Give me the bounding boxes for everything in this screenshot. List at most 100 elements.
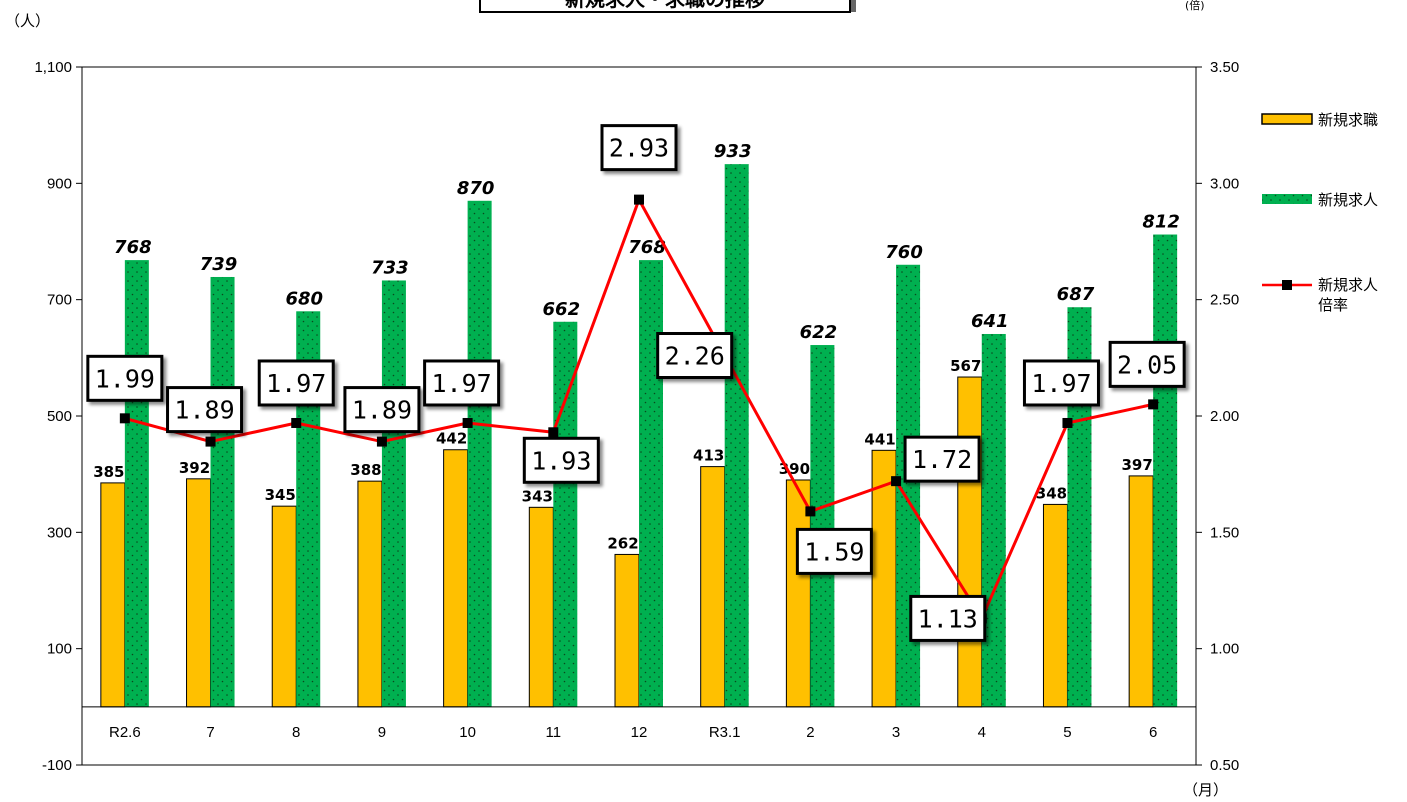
bar-label-openings: 768: [628, 237, 666, 258]
legend-label-seekers: 新規求職: [1318, 111, 1378, 129]
bar-seekers: [443, 449, 469, 708]
x-tick-label: 5: [1063, 724, 1071, 741]
bar-label-openings: 760: [885, 242, 923, 263]
bar-label-seekers: 262: [607, 534, 638, 552]
y-left-tick-label: 1,100: [34, 59, 72, 76]
y-left-unit: （人）: [5, 12, 50, 30]
ratio-label-box: 1.93: [522, 436, 600, 484]
ratio-label-frame: [86, 354, 164, 402]
ratio-marker: [1062, 417, 1073, 428]
bar-seekers: [614, 553, 640, 708]
ratio-label-box: 1.59: [795, 527, 873, 575]
bar-label-seekers: 442: [436, 430, 467, 448]
bar-label-openings: 733: [371, 257, 409, 278]
ratio-label-frame: [257, 359, 335, 407]
bar-openings: [1153, 234, 1178, 707]
ratio-label-text: 1.72: [912, 445, 972, 474]
x-tick-label: 3: [892, 724, 900, 741]
ratio-marker: [205, 436, 216, 447]
bar-label-seekers: 441: [864, 430, 895, 448]
ratio-label-frame: [903, 435, 981, 483]
bar-openings: [981, 333, 1006, 707]
bar-openings: [124, 260, 149, 707]
bar-seekers: [1128, 475, 1154, 708]
bar-label-openings: 812: [1142, 212, 1180, 233]
ratio-label-text: 2.93: [609, 134, 669, 163]
bar-label-openings: 622: [800, 322, 838, 343]
legend-marker-ratio: [1282, 280, 1292, 290]
ratio-label-box: 2.05: [1108, 340, 1186, 388]
bar-seekers: [700, 466, 726, 708]
ratio-label-text: 1.89: [174, 396, 234, 425]
y-right-tick-label: 3.00: [1210, 175, 1239, 192]
ratio-label-frame: [166, 386, 244, 434]
x-tick-label: 7: [206, 724, 214, 741]
legend-label-ratio: 新規求人 倍率: [1318, 276, 1383, 314]
ratio-label-text: 1.93: [531, 446, 591, 475]
ratio-label-box: 1.72: [903, 435, 981, 483]
bar-seekers: [528, 506, 554, 708]
bars: [100, 164, 1178, 708]
bar-value-labels: 385 768 392 739 345 680 388 733 442 870 343 662 262 7…: [93, 141, 1180, 552]
ratio-label-frame: [600, 124, 678, 172]
ratio-marker: [634, 194, 644, 205]
ratio-label-frame: [1022, 359, 1100, 407]
ratio-marker: [376, 436, 387, 447]
ratio-label-text: 1.97: [1031, 369, 1091, 398]
y-right-tick-label: 3.50: [1210, 59, 1239, 76]
y-right-unit: (倍): [1185, 0, 1205, 12]
bar-label-seekers: 385: [93, 463, 124, 481]
ratio-label-box: 1.99: [86, 354, 164, 402]
y-left-tick-label: 300: [47, 524, 72, 541]
ratio-label-text: 1.13: [918, 604, 978, 633]
ratio-label-frame: [656, 332, 734, 380]
bar-openings: [381, 280, 406, 707]
ratio-label-text: 1.59: [804, 537, 864, 566]
bar-seekers: [957, 376, 983, 708]
ratio-label-box: 2.26: [656, 332, 734, 380]
ratio-label-frame: [909, 594, 987, 642]
x-axis-unit: （月）: [1183, 781, 1228, 799]
x-tick-label: 8: [292, 724, 300, 741]
bar-seekers: [871, 449, 897, 708]
bar-label-seekers: 397: [1121, 456, 1152, 474]
y-right-tick-label: 1.50: [1210, 524, 1239, 541]
bar-label-seekers: 388: [350, 461, 381, 479]
x-axis-labels: R2.6 7 8 9 10 11 12 R3.1 2 3 4 5 6: [109, 724, 1157, 741]
ratio-label-box: 1.97: [257, 359, 335, 407]
ratio-label-box: 1.97: [1022, 359, 1100, 407]
ratio-marker: [462, 417, 473, 428]
ratio-marker: [891, 476, 902, 487]
ratio-label-text: 1.99: [95, 364, 155, 393]
bar-label-openings: 933: [714, 141, 752, 162]
bar-label-openings: 739: [200, 254, 238, 275]
y-right-ticks: 0.50 1.00 1.50 2.00 2.50 3.00 3.50: [1196, 59, 1239, 774]
bar-seekers: [186, 478, 212, 708]
y-left-tick-label: -100: [42, 757, 72, 774]
ratio-label-text: 1.97: [266, 369, 326, 398]
ratio-label-frame: [795, 527, 873, 575]
bar-seekers: [1042, 503, 1068, 708]
ratio-label-frame: [1108, 340, 1186, 388]
ratio-label-box: 1.89: [343, 386, 421, 434]
bar-label-seekers: 343: [522, 487, 553, 505]
ratio-label-box: 1.97: [423, 359, 501, 407]
bar-label-openings: 641: [971, 311, 1009, 332]
bar-label-seekers: 348: [1036, 484, 1067, 502]
bar-label-seekers: 567: [950, 357, 981, 375]
bar-label-seekers: 413: [693, 447, 724, 465]
x-tick-label: 11: [546, 724, 562, 741]
legend: 新規求職 新規求人 新規求人 倍率: [1261, 111, 1383, 314]
bar-openings: [553, 321, 578, 707]
ratio-label-frame: [522, 436, 600, 484]
y-left-tick-label: 700: [47, 292, 72, 309]
y-left-tick-label: 900: [47, 175, 72, 192]
x-tick-label: 9: [378, 724, 386, 741]
ratio-marker: [805, 506, 816, 517]
bar-openings: [639, 260, 663, 707]
ratio-labels: 1.99 1.89 1.97 1.89 1.97 1.93 2.93 2.26 1.59 1.72…: [86, 124, 1186, 642]
x-tick-label: 4: [978, 724, 986, 741]
bar-label-openings: 768: [114, 237, 152, 258]
ratio-label-box: 2.93: [600, 124, 678, 172]
